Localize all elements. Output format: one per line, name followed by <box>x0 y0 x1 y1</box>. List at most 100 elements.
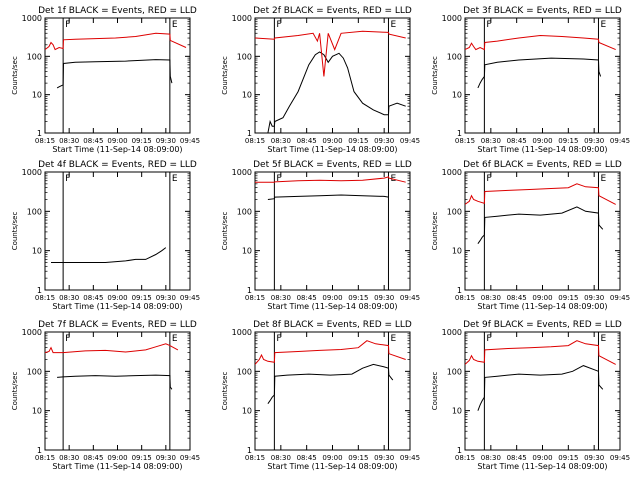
series-line-events <box>477 57 602 89</box>
x-tick-label: 09:30 <box>584 294 604 302</box>
x-tick-label: 08:15 <box>245 137 265 145</box>
x-axis-label: Start Time (11-Sep-14 08:09:00) <box>477 145 607 154</box>
time-marker-label: E <box>172 334 178 344</box>
y-tick-label: 10 <box>32 247 42 256</box>
y-tick-label: 100 <box>447 367 462 376</box>
y-tick-label: 1 <box>37 446 42 455</box>
plot-title: Det 8f BLACK = Events, RED = LLD <box>253 320 412 330</box>
plot-panel-3: Det 3f BLACK = Events, RED = LLD Counts/s… <box>431 6 630 154</box>
y-tick-label: 10 <box>242 91 252 100</box>
y-tick-label: 100 <box>27 52 42 61</box>
y-tick-label: 1 <box>37 129 42 138</box>
plot-panel-9: Det 9f BLACK = Events, RED = LLD Counts/s… <box>431 320 630 471</box>
x-tick-label: 09:00 <box>322 294 342 302</box>
plot-title: Det 4f BLACK = Events, RED = LLD <box>38 160 197 170</box>
series-line-events <box>56 59 173 89</box>
plot-title: Det 1f BLACK = Events, RED = LLD <box>38 6 197 16</box>
x-axis-label: Start Time (11-Sep-14 08:09:00) <box>267 145 397 154</box>
y-tick-label: 1000 <box>22 14 42 23</box>
x-tick-label: 08:30 <box>481 454 501 462</box>
x-tick-label: 09:00 <box>532 137 552 145</box>
x-tick-label: 08:15 <box>35 454 55 462</box>
x-tick-label: 08:15 <box>455 137 475 145</box>
plot-frame <box>44 331 191 451</box>
series-line-events <box>57 374 173 390</box>
time-marker-label: F <box>486 20 491 30</box>
x-tick-label: 08:30 <box>59 454 79 462</box>
y-tick-label: 100 <box>447 207 462 216</box>
x-tick-label: 08:45 <box>83 294 103 302</box>
y-tick-label: 1 <box>457 446 462 455</box>
series-line-events <box>267 51 406 133</box>
x-tick-label: 09:15 <box>348 137 368 145</box>
x-tick-label: 08:45 <box>83 454 103 462</box>
x-tick-label: 09:15 <box>132 454 152 462</box>
x-tick-label: 09:45 <box>180 137 200 145</box>
y-axis-label: Counts/sec <box>11 212 19 251</box>
plot-panel-6: Det 6f BLACK = Events, RED = LLD Counts/s… <box>431 160 630 311</box>
x-tick-label: 09:15 <box>558 137 578 145</box>
time-marker-label: F <box>276 334 281 344</box>
x-tick-label: 09:00 <box>532 294 552 302</box>
y-tick-label: 1000 <box>442 328 462 337</box>
plot-frame <box>254 171 411 291</box>
y-tick-label: 100 <box>237 367 252 376</box>
time-marker-label: E <box>390 20 396 30</box>
x-tick-label: 09:30 <box>374 137 394 145</box>
plot-title: Det 3f BLACK = Events, RED = LLD <box>463 6 622 16</box>
plot-frame <box>464 171 621 291</box>
x-tick-label: 09:45 <box>180 454 200 462</box>
x-axis-label: Start Time (11-Sep-14 08:09:00) <box>52 462 182 471</box>
x-tick-label: 09:15 <box>132 294 152 302</box>
series-line-events <box>477 365 604 411</box>
x-tick-label: 09:30 <box>156 454 176 462</box>
x-tick-label: 09:45 <box>610 294 630 302</box>
y-tick-label: 1000 <box>22 168 42 177</box>
y-tick-label: 10 <box>452 247 462 256</box>
x-tick-label: 08:45 <box>297 294 317 302</box>
x-tick-label: 09:45 <box>610 454 630 462</box>
x-tick-label: 09:00 <box>107 294 127 302</box>
y-axis-label: Counts/sec <box>431 56 439 95</box>
y-tick-label: 100 <box>447 52 462 61</box>
x-tick-label: 08:30 <box>59 294 79 302</box>
x-tick-label: 09:15 <box>558 294 578 302</box>
time-marker-label: E <box>600 334 606 344</box>
plot-title: Det 7f BLACK = Events, RED = LLD <box>38 320 197 330</box>
y-axis-label: Counts/sec <box>431 212 439 251</box>
x-tick-label: 09:15 <box>558 454 578 462</box>
time-marker-label: F <box>276 20 281 30</box>
x-tick-label: 09:00 <box>322 454 342 462</box>
plot-panel-5: Det 5f BLACK = Events, RED = LLD Counts/s… <box>221 160 420 311</box>
x-axis-label: Start Time (11-Sep-14 08:09:00) <box>52 302 182 311</box>
series-line-lld <box>465 34 616 51</box>
x-tick-label: 09:00 <box>107 454 127 462</box>
series-line-events <box>477 206 604 244</box>
x-tick-label: 09:30 <box>374 454 394 462</box>
x-tick-label: 08:15 <box>245 454 265 462</box>
y-tick-label: 1000 <box>22 328 42 337</box>
x-tick-label: 08:30 <box>271 454 291 462</box>
time-marker-label: E <box>600 174 606 184</box>
y-tick-label: 1000 <box>232 328 252 337</box>
plot-panel-4: Det 4f BLACK = Events, RED = LLD Counts/s… <box>11 160 200 311</box>
x-tick-label: 09:00 <box>322 137 342 145</box>
series-line-events <box>267 194 389 200</box>
series-line-lld <box>45 343 179 354</box>
y-axis-label: Counts/sec <box>221 212 229 251</box>
plot-panel-1: Det 1f BLACK = Events, RED = LLD Counts/s… <box>11 6 200 154</box>
x-tick-label: 08:15 <box>455 454 475 462</box>
x-tick-label: 09:30 <box>156 294 176 302</box>
series-line-lld <box>45 32 187 51</box>
plot-panel-8: Det 8f BLACK = Events, RED = LLD Counts/s… <box>221 320 420 471</box>
y-tick-label: 10 <box>242 247 252 256</box>
plot-title: Det 6f BLACK = Events, RED = LLD <box>463 160 622 170</box>
x-tick-label: 08:30 <box>271 137 291 145</box>
x-tick-label: 09:45 <box>610 137 630 145</box>
x-tick-label: 09:30 <box>374 294 394 302</box>
x-tick-label: 09:15 <box>348 294 368 302</box>
plot-frame <box>254 17 411 134</box>
series-line-lld <box>255 340 406 365</box>
y-tick-label: 100 <box>237 52 252 61</box>
x-tick-label: 09:45 <box>400 137 420 145</box>
